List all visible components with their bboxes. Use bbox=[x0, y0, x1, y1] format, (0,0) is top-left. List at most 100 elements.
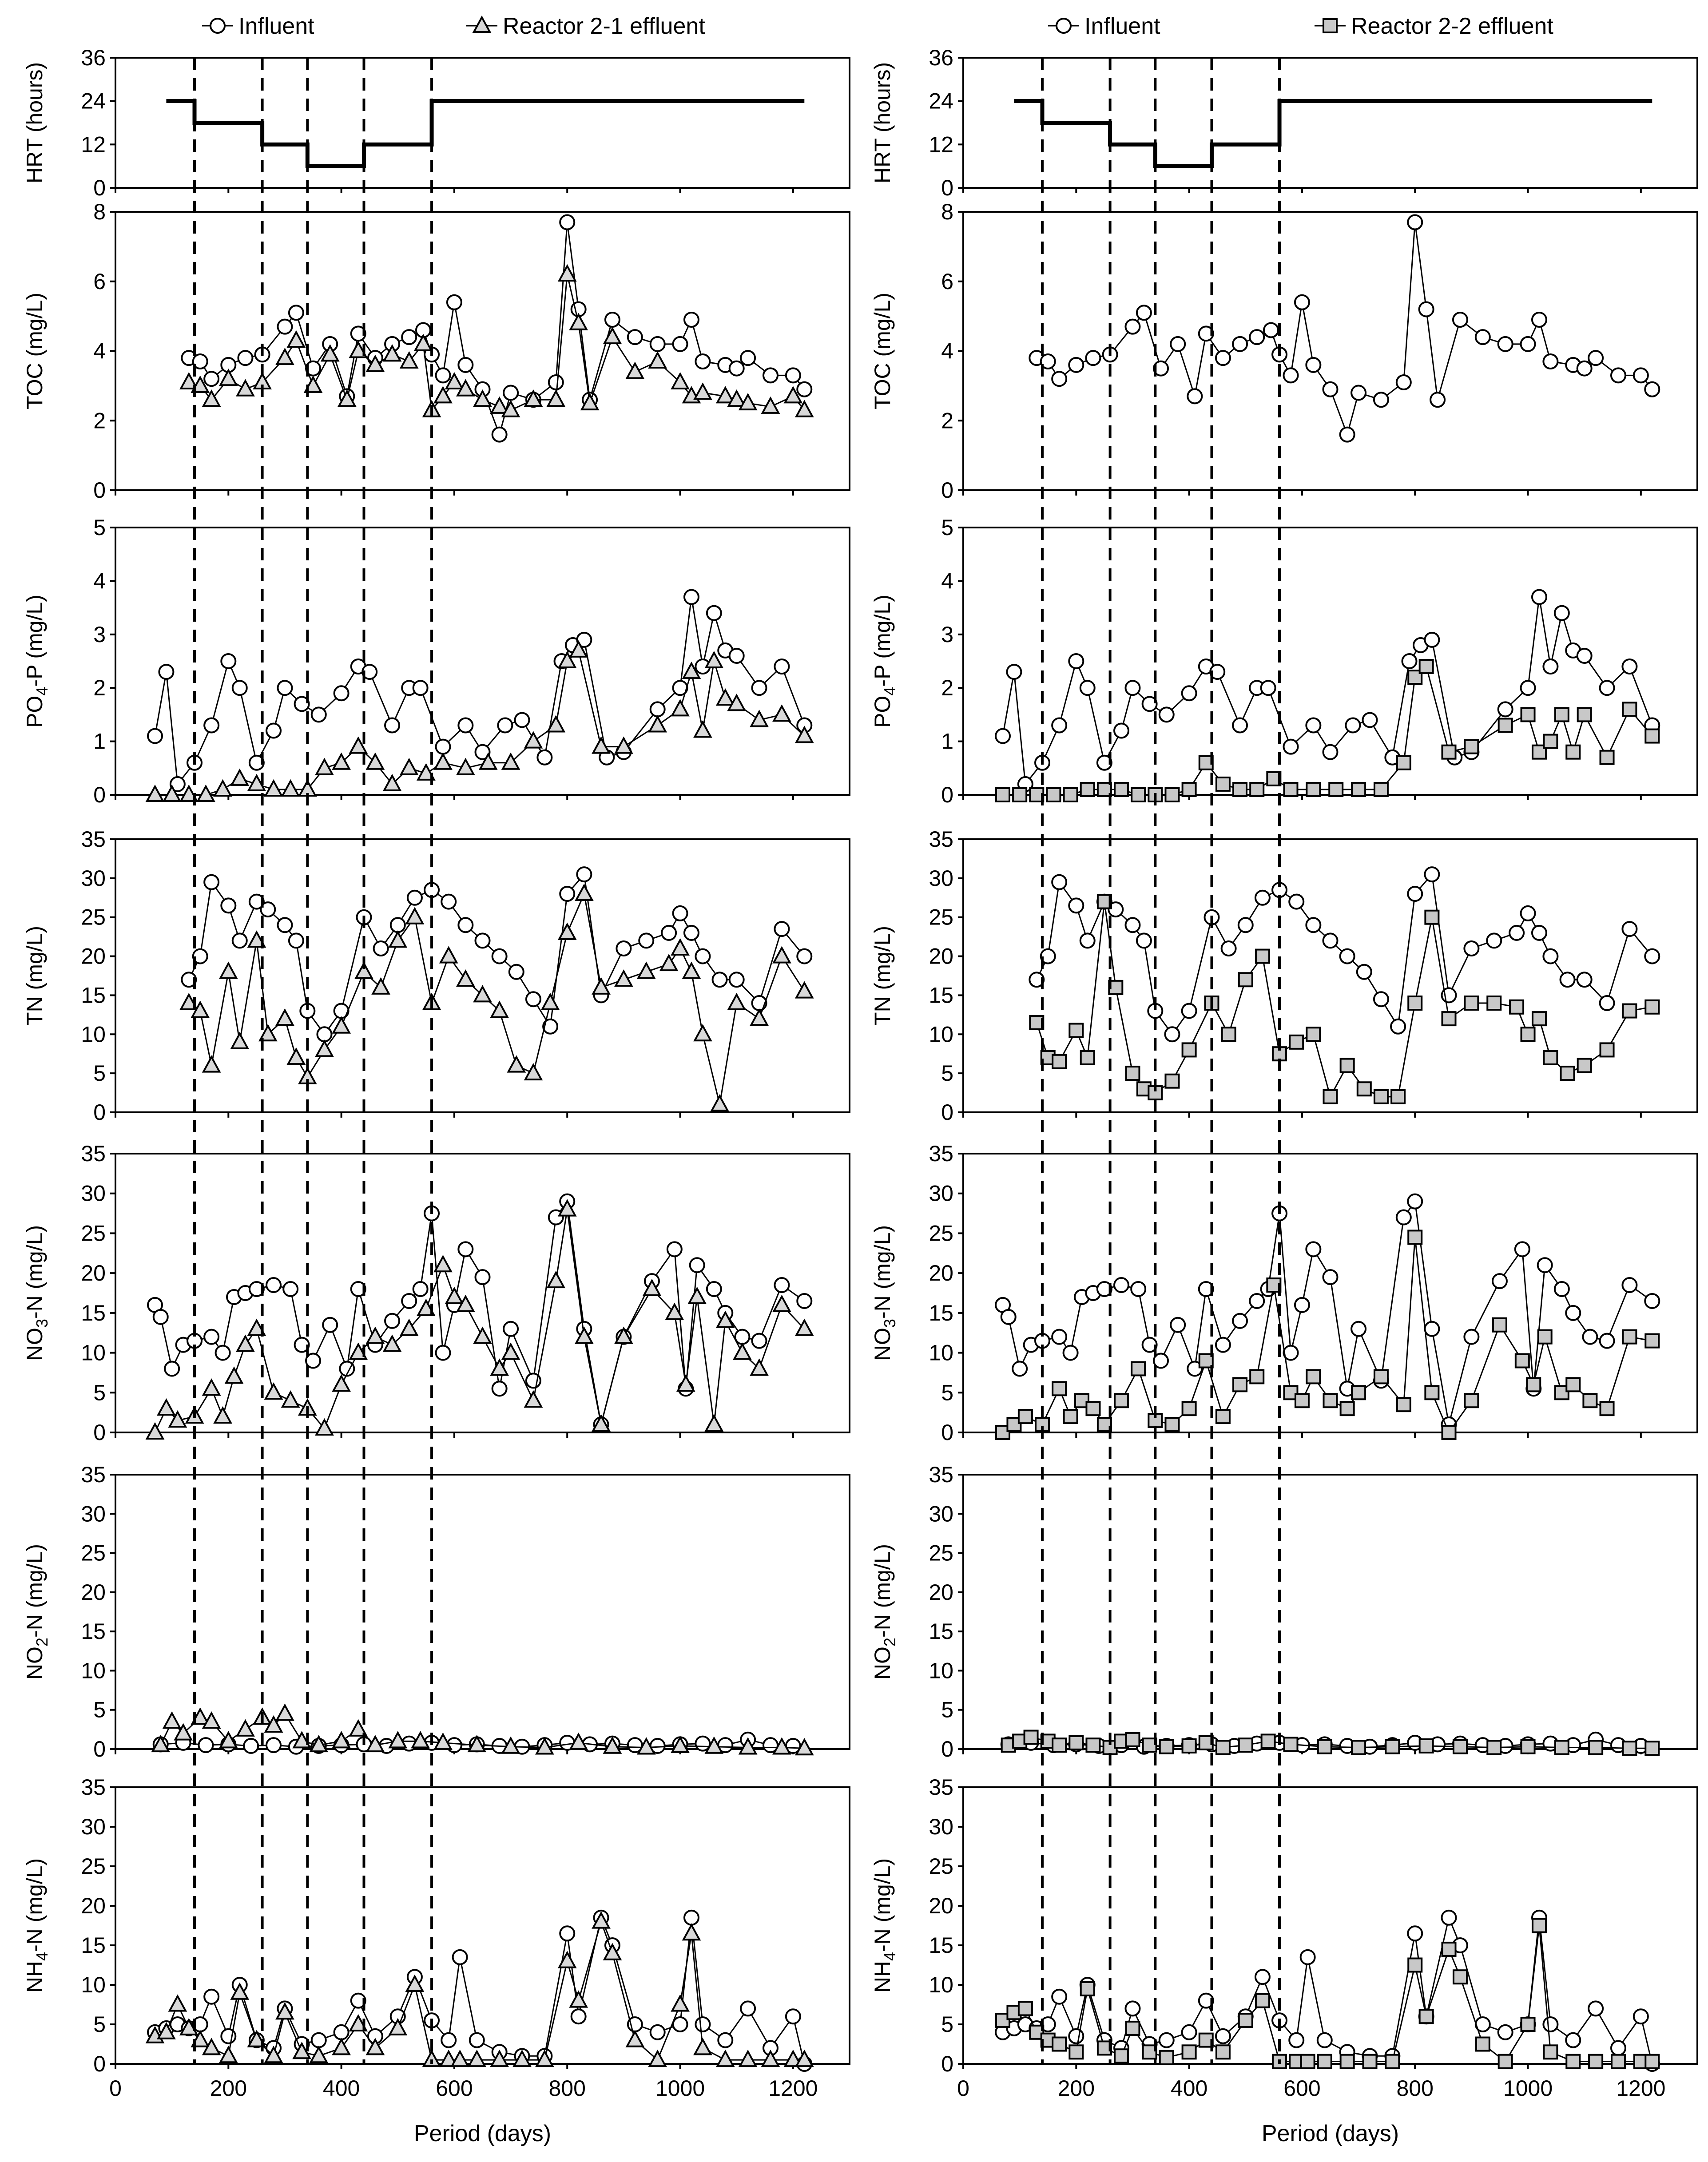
effluent-point bbox=[399, 758, 419, 775]
right-panel-nh4: 0 5 10 15 20 25 30 35 NH4-N (mg/L) bbox=[870, 1775, 1698, 2076]
effluent-point bbox=[445, 1286, 464, 1304]
legend-influent-label: Influent bbox=[1084, 13, 1160, 39]
x-tick-label: 800 bbox=[1397, 2076, 1434, 2101]
effluent-point bbox=[1114, 2048, 1129, 2064]
effluent-point bbox=[365, 1326, 385, 1344]
y-axis-label: TN (mg/L) bbox=[22, 926, 47, 1026]
y-label-subscript: 4 bbox=[881, 1952, 899, 1961]
influent-point bbox=[616, 940, 632, 956]
influent-point bbox=[695, 2016, 711, 2032]
influent-point bbox=[1452, 311, 1468, 328]
effluent-point bbox=[693, 382, 712, 400]
y-axis-label: NO3-N (mg/L) bbox=[870, 1225, 899, 1361]
effluent-point bbox=[286, 1047, 306, 1065]
x-tick-label: 1200 bbox=[768, 2076, 818, 2101]
influent-point bbox=[277, 917, 293, 933]
effluent-point bbox=[794, 726, 814, 743]
influent-point bbox=[627, 329, 643, 345]
effluent-point bbox=[1323, 1089, 1338, 1104]
y-label-subscript: 3 bbox=[881, 1319, 899, 1328]
y-tick-label: 10 bbox=[81, 1022, 106, 1047]
influent-point bbox=[294, 696, 310, 712]
effluent-point bbox=[569, 1990, 588, 2008]
influent-point bbox=[435, 367, 451, 384]
effluent-point bbox=[275, 347, 294, 365]
effluent-point bbox=[1497, 2054, 1513, 2069]
y-tick-label: 35 bbox=[929, 827, 953, 852]
influent-point bbox=[181, 972, 197, 988]
influent-point bbox=[683, 311, 699, 328]
effluent-point bbox=[162, 1711, 182, 1729]
influent-point bbox=[322, 1317, 338, 1333]
influent-point bbox=[1553, 1281, 1570, 1297]
effluent-point bbox=[478, 752, 498, 770]
left-panel-no3: 0 5 10 15 20 25 30 35 NO3-N (mg/L) bbox=[22, 1141, 850, 1445]
effluent-point bbox=[365, 2038, 385, 2055]
influent-point bbox=[514, 712, 530, 728]
influent-point bbox=[198, 1737, 214, 1753]
effluent-point bbox=[995, 787, 1011, 802]
y-tick-label: 25 bbox=[929, 1541, 953, 1566]
influent-point bbox=[164, 1361, 180, 1377]
effluent-point bbox=[592, 736, 611, 754]
effluent-point bbox=[535, 2049, 554, 2067]
effluent-point bbox=[704, 651, 724, 668]
influent-point bbox=[728, 972, 745, 988]
effluent-point bbox=[693, 2038, 712, 2055]
effluent-point bbox=[213, 1406, 232, 1424]
effluent-point bbox=[1012, 787, 1028, 802]
influent-point bbox=[1553, 605, 1570, 621]
influent-point bbox=[1514, 1241, 1530, 1258]
effluent-point bbox=[490, 2049, 509, 2067]
influent-point bbox=[672, 336, 688, 352]
effluent-point bbox=[1317, 1739, 1332, 1754]
x-tick-label: 1000 bbox=[655, 2076, 705, 2101]
effluent-point bbox=[1074, 1393, 1090, 1408]
effluent-point bbox=[388, 2018, 408, 2035]
influent-point bbox=[147, 728, 163, 744]
x-tick-label: 400 bbox=[1171, 2076, 1208, 2101]
influent-point bbox=[1029, 972, 1045, 988]
effluent-point bbox=[1052, 1054, 1067, 1069]
influent-point bbox=[1565, 2032, 1581, 2048]
series-effluent bbox=[1001, 1730, 1660, 1756]
influent-point bbox=[333, 2024, 350, 2040]
effluent-point bbox=[1232, 781, 1248, 797]
effluent-point bbox=[1520, 2017, 1536, 2032]
effluent-point bbox=[671, 1994, 690, 2012]
influent-point bbox=[1424, 866, 1440, 883]
effluent-point bbox=[1164, 1073, 1180, 1089]
y-axis-label: TOC (mg/L) bbox=[22, 293, 47, 409]
x-axis-title: Period (days) bbox=[1262, 2121, 1399, 2146]
effluent-point bbox=[1181, 1738, 1197, 1753]
effluent-point bbox=[349, 341, 368, 358]
effluent-point bbox=[286, 330, 306, 348]
influent-point bbox=[1051, 1329, 1068, 1345]
effluent-point bbox=[247, 1318, 266, 1336]
effluent-point bbox=[1588, 1740, 1604, 1755]
influent-point bbox=[751, 680, 767, 696]
effluent-point bbox=[1283, 781, 1299, 797]
effluent-point bbox=[315, 1418, 334, 1436]
influent-point bbox=[1040, 948, 1056, 964]
effluent-point bbox=[275, 1703, 294, 1721]
influent-point bbox=[474, 1269, 491, 1285]
y-tick-label: 30 bbox=[929, 1814, 953, 1839]
influent-point bbox=[1136, 305, 1152, 321]
effluent-point bbox=[636, 1737, 656, 1755]
influent-point bbox=[728, 647, 745, 664]
influent-point bbox=[666, 1241, 683, 1258]
y-tick-label: 15 bbox=[81, 1619, 106, 1644]
influent-point bbox=[1232, 1313, 1248, 1329]
effluent-point bbox=[1181, 1042, 1197, 1058]
effluent-point bbox=[750, 710, 769, 727]
y-tick-label: 15 bbox=[81, 1933, 106, 1958]
effluent-point bbox=[659, 953, 679, 972]
series-influent bbox=[1029, 214, 1660, 443]
x-tick-label: 200 bbox=[1058, 2076, 1095, 2101]
left-panel-no2: 0 5 10 15 20 25 30 35 NO2-N (mg/L) bbox=[22, 1462, 850, 1761]
effluent-point bbox=[332, 1374, 351, 1392]
effluent-point bbox=[1238, 972, 1253, 988]
effluent-point bbox=[218, 2046, 238, 2063]
right-panel-no2: 0 5 10 15 20 25 30 35 NO2-N (mg/L) bbox=[870, 1462, 1698, 1761]
